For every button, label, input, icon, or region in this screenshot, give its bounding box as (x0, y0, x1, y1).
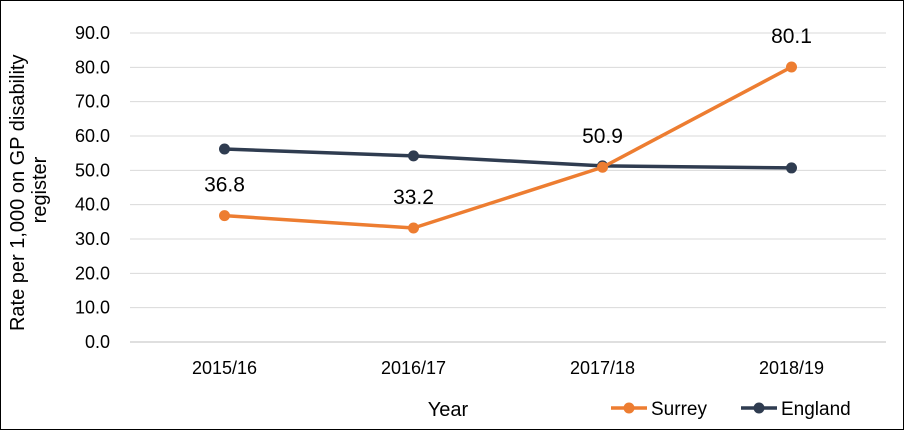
legend-marker-england (753, 402, 765, 414)
data-point-surrey (219, 210, 230, 222)
data-labels: 36.8 33.2 50.9 80.1 (204, 25, 812, 209)
data-point-england (219, 143, 230, 155)
y-tick-label: 10.0 (75, 298, 110, 318)
legend: Surrey England (611, 399, 851, 420)
data-point-england (408, 150, 419, 162)
series-line-surrey (224, 65, 793, 230)
data-point-surrey (597, 161, 608, 173)
y-axis-label: Rate per 1,000 on GP disability register (7, 49, 51, 331)
y-tick-label: 50.0 (75, 160, 110, 180)
x-tick-label: 2016/17 (381, 358, 446, 378)
data-label: 80.1 (771, 25, 812, 48)
series-line-england (224, 147, 792, 170)
legend-label-england: England (781, 399, 851, 420)
y-tick-label: 70.0 (75, 92, 110, 112)
y-tick-label: 80.0 (75, 57, 110, 77)
y-tick-label: 20.0 (75, 263, 110, 283)
data-label: 36.8 (204, 174, 245, 197)
data-point-surrey (786, 61, 797, 73)
x-axis-label: Year (428, 399, 469, 421)
data-point-england (786, 162, 797, 174)
legend-label-surrey: Surrey (651, 399, 707, 420)
y-tick-label: 0.0 (85, 332, 110, 352)
gridlines (130, 32, 886, 343)
x-axis-ticks: 2015/16 2016/17 2017/18 2018/19 (192, 358, 824, 378)
legend-marker-surrey (623, 402, 635, 414)
y-tick-label: 30.0 (75, 229, 110, 249)
y-tick-label: 40.0 (75, 195, 110, 215)
data-label: 33.2 (393, 186, 434, 209)
data-label: 50.9 (582, 125, 623, 148)
x-tick-label: 2015/16 (192, 358, 257, 378)
y-axis-ticks: 0.0 10.0 20.0 30.0 40.0 50.0 60.0 70.0 80.0 90.0 (75, 23, 110, 352)
y-tick-label: 60.0 (75, 126, 110, 146)
x-tick-label: 2017/18 (570, 358, 635, 378)
y-tick-label: 90.0 (75, 23, 110, 43)
x-tick-label: 2018/19 (759, 358, 824, 378)
series-lines (219, 61, 797, 234)
data-point-surrey (408, 222, 419, 234)
